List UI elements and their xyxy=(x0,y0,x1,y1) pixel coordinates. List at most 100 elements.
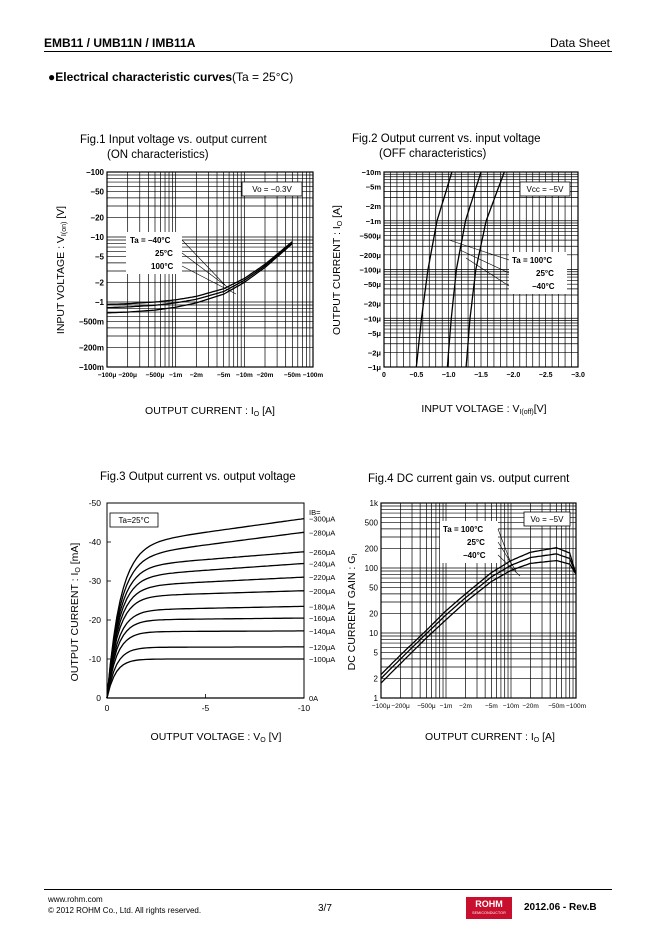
fig1-y-tick-label-9: −100m xyxy=(79,363,104,372)
fig4-y-tick-label-6: 10 xyxy=(369,629,378,638)
fig4-y-axis-label-main: DC CURRENT GAIN : G xyxy=(346,556,358,671)
fig4-x-tick-label-9: −100m xyxy=(566,703,586,710)
fig2-x-axis-label-main: INPUT VOLTAGE : V xyxy=(421,403,519,415)
fig1-chart: −100μ −200μ −500μ −1m −2m −5m −10m −20m −50m −100… xyxy=(55,168,323,418)
fig3-legend-title: IB= xyxy=(309,508,321,517)
fig3-condition-label: Ta=25°C xyxy=(119,516,150,525)
fig4-caption: Fig.4 DC current gain vs. output current xyxy=(368,472,569,487)
fig1-x-axis-label-main: OUTPUT CURRENT : I xyxy=(145,405,254,417)
fig3-y-axis-label-unit: [mA] xyxy=(69,543,81,568)
fig4-legend-label-0: Ta = 100°C xyxy=(443,525,483,534)
fig1-y-tick-label-1: −50 xyxy=(90,188,104,197)
fig4-x-tick-label-4: −2m xyxy=(459,703,472,710)
fig4-condition-label-box xyxy=(523,511,571,527)
fig3-x-axis-label-unit: [V] xyxy=(266,731,282,743)
fig3-series-label-3: −240μA xyxy=(309,559,335,568)
fig4-x-tick-label-7: −20m xyxy=(522,703,538,710)
fig2-title: Fig.2 Output current vs. input voltage xyxy=(352,133,541,145)
fig2-y-axis-label-sub: O xyxy=(337,220,344,226)
fig2-y-axis-label-main: OUTPUT CURRENT : I xyxy=(331,226,343,335)
fig1-x-tick-label-2: −500μ xyxy=(146,372,165,379)
fig2-y-tick-label-7: −50μ xyxy=(364,280,382,289)
fig2-y-tick-label-8: −20μ xyxy=(364,300,382,309)
fig1-legend-leader-2 xyxy=(181,265,237,295)
fig1-x-tick-label-1: −200μ xyxy=(118,372,137,379)
fig4-y-tick-label-5: 20 xyxy=(369,609,378,618)
fig3-series-3 xyxy=(106,562,305,699)
fig1-legend-label-1: 25°C xyxy=(155,249,173,258)
fig4-x-tick-label-0: −100μ xyxy=(372,703,391,710)
fig4-legend-leader-1 xyxy=(497,541,517,572)
fig3-series-label-8: −140μA xyxy=(309,627,335,636)
fig2-y-tick-label-0: −10m xyxy=(362,168,382,177)
fig2-x-axis-label-sub: I(off) xyxy=(519,409,533,416)
footer-divider xyxy=(44,889,612,890)
fig2-x-tick-label-1: −0.5 xyxy=(409,372,423,379)
fig4-y-tick-label-1: 500 xyxy=(365,519,379,528)
fig3-series-label-9: −120μA xyxy=(309,643,335,652)
fig2-y-tick-label-5: −200μ xyxy=(360,251,382,260)
fig3-series-label-6: −180μA xyxy=(309,602,335,611)
fig2-subtitle: (OFF characteristics) xyxy=(379,148,487,160)
fig1-condition-label: Vo = −0.3V xyxy=(252,185,292,194)
fig1-x-tick-label-6: −10m xyxy=(236,372,253,379)
fig4-condition-label: Vo = −5V xyxy=(531,515,565,524)
fig1-legend-leader-1 xyxy=(181,252,231,290)
fig4-y-tick-label-4: 50 xyxy=(369,584,378,593)
fig3-series-2 xyxy=(106,551,305,699)
fig4-legend-label-2: −40°C xyxy=(463,551,486,560)
footer-url[interactable]: www.rohm.com xyxy=(48,895,103,904)
fig1-caption: Fig.1 Input voltage vs. output current (… xyxy=(80,133,267,163)
fig3-series-7 xyxy=(106,617,304,699)
fig4-legend-leader-2 xyxy=(497,554,521,577)
logo-subtext: SEMICONDUCTOR xyxy=(472,911,506,915)
fig1-x-tick-label-9: −100m xyxy=(303,372,324,379)
fig1-y-tick-label-6: −1 xyxy=(95,298,105,307)
fig3-y-tick-label-5: -50 xyxy=(89,498,102,508)
fig2-y-tick-label-10: −5μ xyxy=(368,329,382,338)
section-title: ●Electrical characteristic curves(Ta = 2… xyxy=(48,70,293,84)
fig3-condition-label-box xyxy=(109,512,159,528)
fig2-condition-label-box xyxy=(519,181,571,197)
page-number: 3/7 xyxy=(318,903,332,914)
fig3-series-label-2: −260μA xyxy=(309,548,335,557)
fig4-y-tick-label-7: 5 xyxy=(374,649,379,658)
fig3-title: Fig.3 Output current vs. output voltage xyxy=(100,471,296,483)
fig1-x-tick-label-0: −100μ xyxy=(98,372,117,379)
fig3-series-10 xyxy=(106,658,304,699)
fig1-x-tick-label-8: −50m xyxy=(284,372,301,379)
fig1-y-axis-label-main: INPUT VOLTAGE : V xyxy=(55,236,67,334)
fig2-x-tick-label-4: −2.0 xyxy=(506,372,520,379)
fig3-series-8 xyxy=(106,630,304,699)
fig2-chart: 0 −0.5 −1.0 −1.5 −2.0 −2.5 −3.0 −10m −5m −2m −1m −5… xyxy=(331,168,585,416)
fig3-series-label-10: −100μA xyxy=(309,655,335,664)
fig4-x-tick-label-8: −50m xyxy=(548,703,564,710)
fig2-legend-bg xyxy=(509,252,567,294)
fig4-y-tick-label-0: 1k xyxy=(370,499,379,508)
fig3-x-axis-label: OUTPUT VOLTAGE : VO [V] xyxy=(151,731,282,744)
fig1-y-tick-label-4: −5 xyxy=(95,253,105,262)
fig3-x-tick-label-1: -5 xyxy=(202,703,210,713)
fig2-x-axis-label: INPUT VOLTAGE : VI(off)[V] xyxy=(421,403,546,416)
fig3-series-6 xyxy=(106,605,304,699)
fig1-legend-label-0: Ta = −40°C xyxy=(130,236,171,245)
fig4-y-tick-label-3: 100 xyxy=(365,564,379,573)
fig4-y-tick-label-2: 200 xyxy=(365,544,379,553)
fig4-legend-leader-0 xyxy=(497,528,513,567)
fig4-x-tick-label-1: −200μ xyxy=(391,703,410,710)
fig2-y-tick-label-11: −2μ xyxy=(368,348,382,357)
fig2-series-2 xyxy=(465,171,505,368)
fig1-series-0 xyxy=(106,241,293,306)
fig3-y-tick-label-2: -20 xyxy=(89,615,102,625)
fig1-x-tick-label-5: −5m xyxy=(217,372,230,379)
logo-text: ROHM xyxy=(475,899,503,909)
fig2-y-tick-label-4: −500μ xyxy=(360,231,382,240)
fig1-legend-label-2: 100°C xyxy=(151,262,174,271)
fig4-legend-label-1: 25°C xyxy=(467,538,485,547)
fig4-legend-bg xyxy=(440,521,498,563)
fig1-legend-leader-0 xyxy=(181,239,226,286)
fig4-x-tick-label-2: −500μ xyxy=(417,703,436,710)
fig1-subtitle: (ON characteristics) xyxy=(107,149,209,161)
fig2-legend-leader-2 xyxy=(465,257,510,287)
fig1-y-tick-label-0: −100 xyxy=(86,168,105,177)
